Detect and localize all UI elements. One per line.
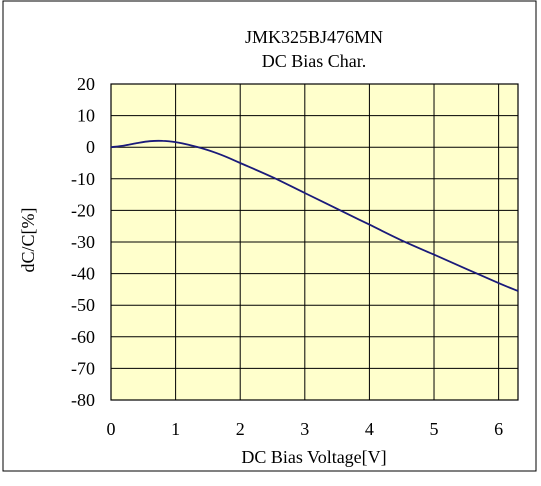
y-tick-label: 0 <box>86 137 95 157</box>
chart-title: JMK325BJ476MN <box>245 27 383 47</box>
y-tick-label: -30 <box>71 232 95 252</box>
x-axis-label: DC Bias Voltage[V] <box>241 447 386 467</box>
x-tick-label: 1 <box>171 419 180 439</box>
y-tick-label: -20 <box>71 200 95 220</box>
x-tick-label: 0 <box>107 419 116 439</box>
x-tick-label: 5 <box>430 419 439 439</box>
x-tick-label: 2 <box>236 419 245 439</box>
y-axis-label: dC/C[%] <box>18 208 38 273</box>
y-tick-label: -60 <box>71 327 95 347</box>
series-line <box>110 139 519 292</box>
y-tick-label: 10 <box>77 106 95 126</box>
y-tick-label: -80 <box>71 390 95 410</box>
x-tick-label: 6 <box>494 419 503 439</box>
y-tick-label: -40 <box>71 264 95 284</box>
y-tick-label: -10 <box>71 169 95 189</box>
y-tick-label: -50 <box>71 295 95 315</box>
chart-subtitle: DC Bias Char. <box>262 51 367 71</box>
y-tick-label: 20 <box>77 74 95 94</box>
y-tick-label: -70 <box>71 358 95 378</box>
plot-border <box>110 83 519 401</box>
x-tick-label: 3 <box>300 419 309 439</box>
x-tick-label: 4 <box>365 419 374 439</box>
